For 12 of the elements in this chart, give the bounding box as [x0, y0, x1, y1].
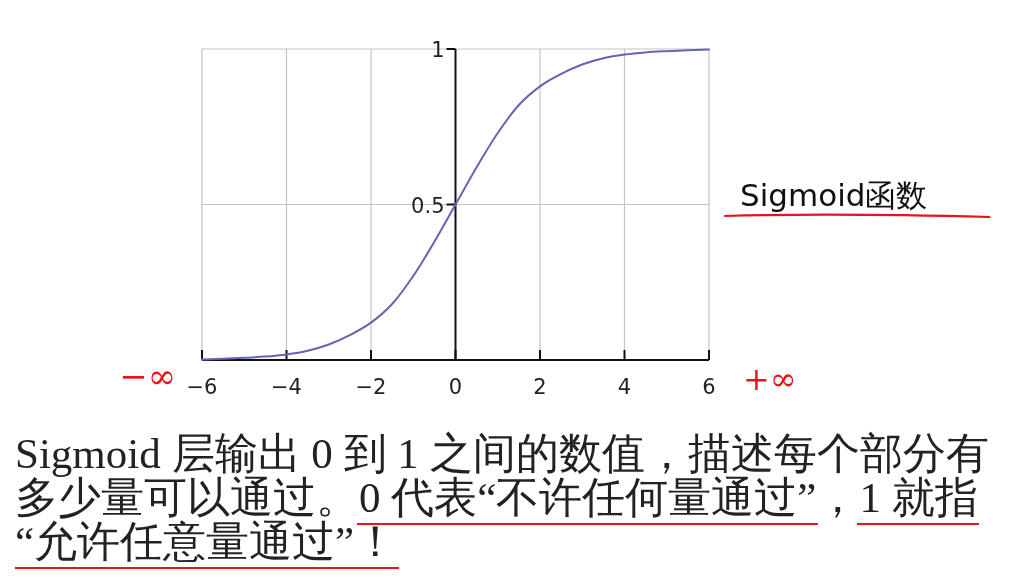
x-tick-label: −2 — [355, 375, 387, 399]
x-tick-label: −4 — [271, 375, 302, 399]
y-tick-label: 0.5 — [411, 193, 445, 218]
text: Sigmoid函数 — [740, 177, 928, 213]
text: −∞ — [119, 356, 176, 396]
text: +∞ — [743, 360, 797, 398]
x-tick-label: 4 — [617, 375, 632, 399]
x-tick-label: −6 — [186, 375, 218, 399]
x-tick-label: 0 — [448, 375, 463, 399]
x-tick-label: 2 — [533, 375, 547, 399]
y-tick-label: 1 — [431, 38, 445, 62]
x-tick-label: 6 — [702, 375, 716, 399]
